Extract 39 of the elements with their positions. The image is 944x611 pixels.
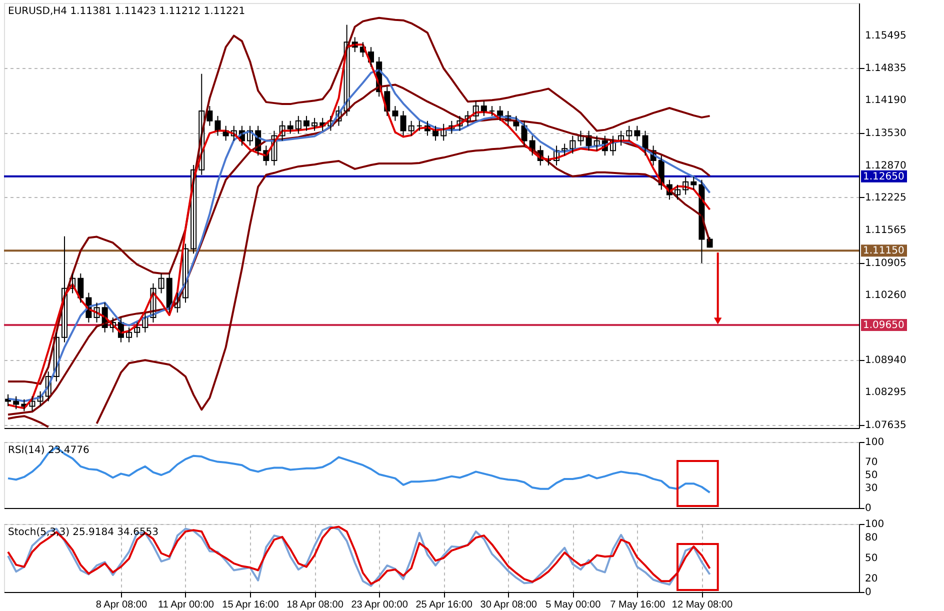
- x-tick-label: 18 Apr 08:00: [286, 600, 344, 610]
- chart-title: EURUSD,H4 1.11381 1.11423 1.11212 1.11221: [8, 6, 246, 17]
- x-tick-label: 7 May 16:00: [610, 600, 666, 610]
- line-series: [7, 446, 711, 494]
- x-tick-label: 5 May 00:00: [546, 600, 602, 610]
- ref-line-label: 1.12650: [863, 171, 904, 182]
- x-tick-label: 15 Apr 16:00: [222, 600, 280, 610]
- y-tick-label: 0: [865, 503, 872, 514]
- ref-line-label: 1.09650: [863, 320, 904, 331]
- x-tick-label: 30 Apr 08:00: [480, 600, 538, 610]
- y-tick-label: 1.08295: [865, 387, 906, 398]
- ref-line-label: 1.11150: [863, 246, 904, 257]
- y-tick-label: 50: [865, 470, 878, 481]
- candlestick: [488, 106, 495, 116]
- y-tick-label: 20: [865, 573, 878, 584]
- x-tick-label: 12 May 08:00: [672, 600, 733, 610]
- y-tick-label: 1.10905: [865, 258, 906, 269]
- y-tick-label: 1.10260: [865, 290, 906, 301]
- candlestick: [416, 120, 422, 132]
- y-tick-label: 70: [865, 456, 878, 468]
- x-tick-label: 8 Apr 08:00: [96, 600, 148, 610]
- y-tick-label: 1.15495: [865, 30, 906, 42]
- x-tick-label: 25 Apr 16:00: [416, 600, 473, 610]
- y-tick-label: 0: [865, 587, 872, 598]
- y-tick-label: 1.12870: [865, 160, 906, 172]
- x-tick-label: 11 Apr 00:00: [158, 600, 214, 610]
- y-tick-label: 1.12225: [865, 192, 906, 204]
- y-tick-label: 1.14190: [865, 95, 906, 106]
- y-tick-label: 100: [865, 437, 884, 448]
- y-tick-label: 50: [865, 553, 878, 564]
- y-tick-label: 1.14835: [865, 63, 906, 74]
- y-tick-label: 1.13530: [865, 128, 906, 139]
- y-tick-label: 1.07635: [865, 420, 906, 431]
- y-tick-label: 80: [865, 532, 878, 544]
- y-tick-label: 1.08940: [865, 355, 906, 366]
- y-tick-label: 1.11565: [865, 225, 906, 236]
- y-tick-label: 100: [865, 519, 884, 530]
- y-tick-label: 30: [865, 483, 878, 494]
- x-tick-label: 23 Apr 00:00: [351, 600, 408, 610]
